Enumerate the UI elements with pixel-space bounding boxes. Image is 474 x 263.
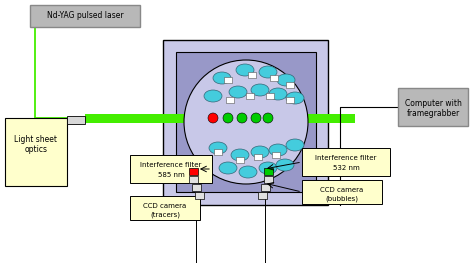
Text: Computer with: Computer with <box>405 99 461 108</box>
Ellipse shape <box>269 88 287 100</box>
Ellipse shape <box>286 92 304 104</box>
Ellipse shape <box>209 142 227 154</box>
Ellipse shape <box>259 162 277 174</box>
Bar <box>261 184 270 191</box>
Bar <box>195 192 204 199</box>
Text: CCD camera: CCD camera <box>143 203 187 209</box>
Bar <box>264 176 273 183</box>
Text: optics: optics <box>25 145 47 154</box>
Bar <box>236 157 244 163</box>
Ellipse shape <box>213 72 231 84</box>
Bar <box>302 180 382 204</box>
Bar <box>192 184 201 191</box>
Bar <box>266 93 274 99</box>
Circle shape <box>184 60 308 184</box>
Bar <box>270 75 278 81</box>
Bar <box>302 148 390 176</box>
Ellipse shape <box>251 84 269 96</box>
Bar <box>5 118 67 186</box>
Bar <box>264 168 273 175</box>
Bar <box>254 154 262 160</box>
Text: 532 nm: 532 nm <box>333 165 359 171</box>
Bar <box>130 196 200 220</box>
Ellipse shape <box>239 166 257 178</box>
Bar <box>272 152 280 158</box>
Text: Nd-YAG pulsed laser: Nd-YAG pulsed laser <box>46 12 123 21</box>
Bar <box>189 176 198 183</box>
Circle shape <box>223 113 233 123</box>
Text: Interference filter: Interference filter <box>140 162 202 168</box>
Text: framegrabber: framegrabber <box>406 109 460 118</box>
Ellipse shape <box>251 146 269 158</box>
Bar <box>258 192 267 199</box>
Bar <box>246 93 254 99</box>
Circle shape <box>251 113 261 123</box>
Text: CCD camera: CCD camera <box>320 187 364 193</box>
Ellipse shape <box>236 64 254 76</box>
Circle shape <box>208 113 218 123</box>
Bar <box>286 82 294 88</box>
Bar <box>30 5 140 27</box>
Bar <box>286 97 294 103</box>
Ellipse shape <box>259 66 277 78</box>
Bar <box>226 97 234 103</box>
Ellipse shape <box>231 149 249 161</box>
Bar <box>224 77 232 83</box>
Bar <box>398 88 468 126</box>
Bar <box>214 149 222 155</box>
Ellipse shape <box>204 90 222 102</box>
Circle shape <box>263 113 273 123</box>
Ellipse shape <box>277 74 295 86</box>
Text: Interference filter: Interference filter <box>315 155 377 161</box>
Ellipse shape <box>219 162 237 174</box>
Text: Light sheet: Light sheet <box>15 135 57 144</box>
Bar <box>67 116 85 124</box>
Bar <box>85 114 355 123</box>
Bar <box>176 52 316 192</box>
Bar <box>248 72 256 78</box>
Ellipse shape <box>286 139 304 151</box>
Bar <box>163 40 328 205</box>
Ellipse shape <box>276 159 294 171</box>
Ellipse shape <box>229 86 247 98</box>
Text: (tracers): (tracers) <box>150 212 180 218</box>
Ellipse shape <box>269 144 287 156</box>
Circle shape <box>237 113 247 123</box>
Bar <box>189 168 198 175</box>
Text: 585 nm: 585 nm <box>158 172 184 178</box>
Bar <box>130 155 212 183</box>
Text: (bubbles): (bubbles) <box>326 196 358 202</box>
